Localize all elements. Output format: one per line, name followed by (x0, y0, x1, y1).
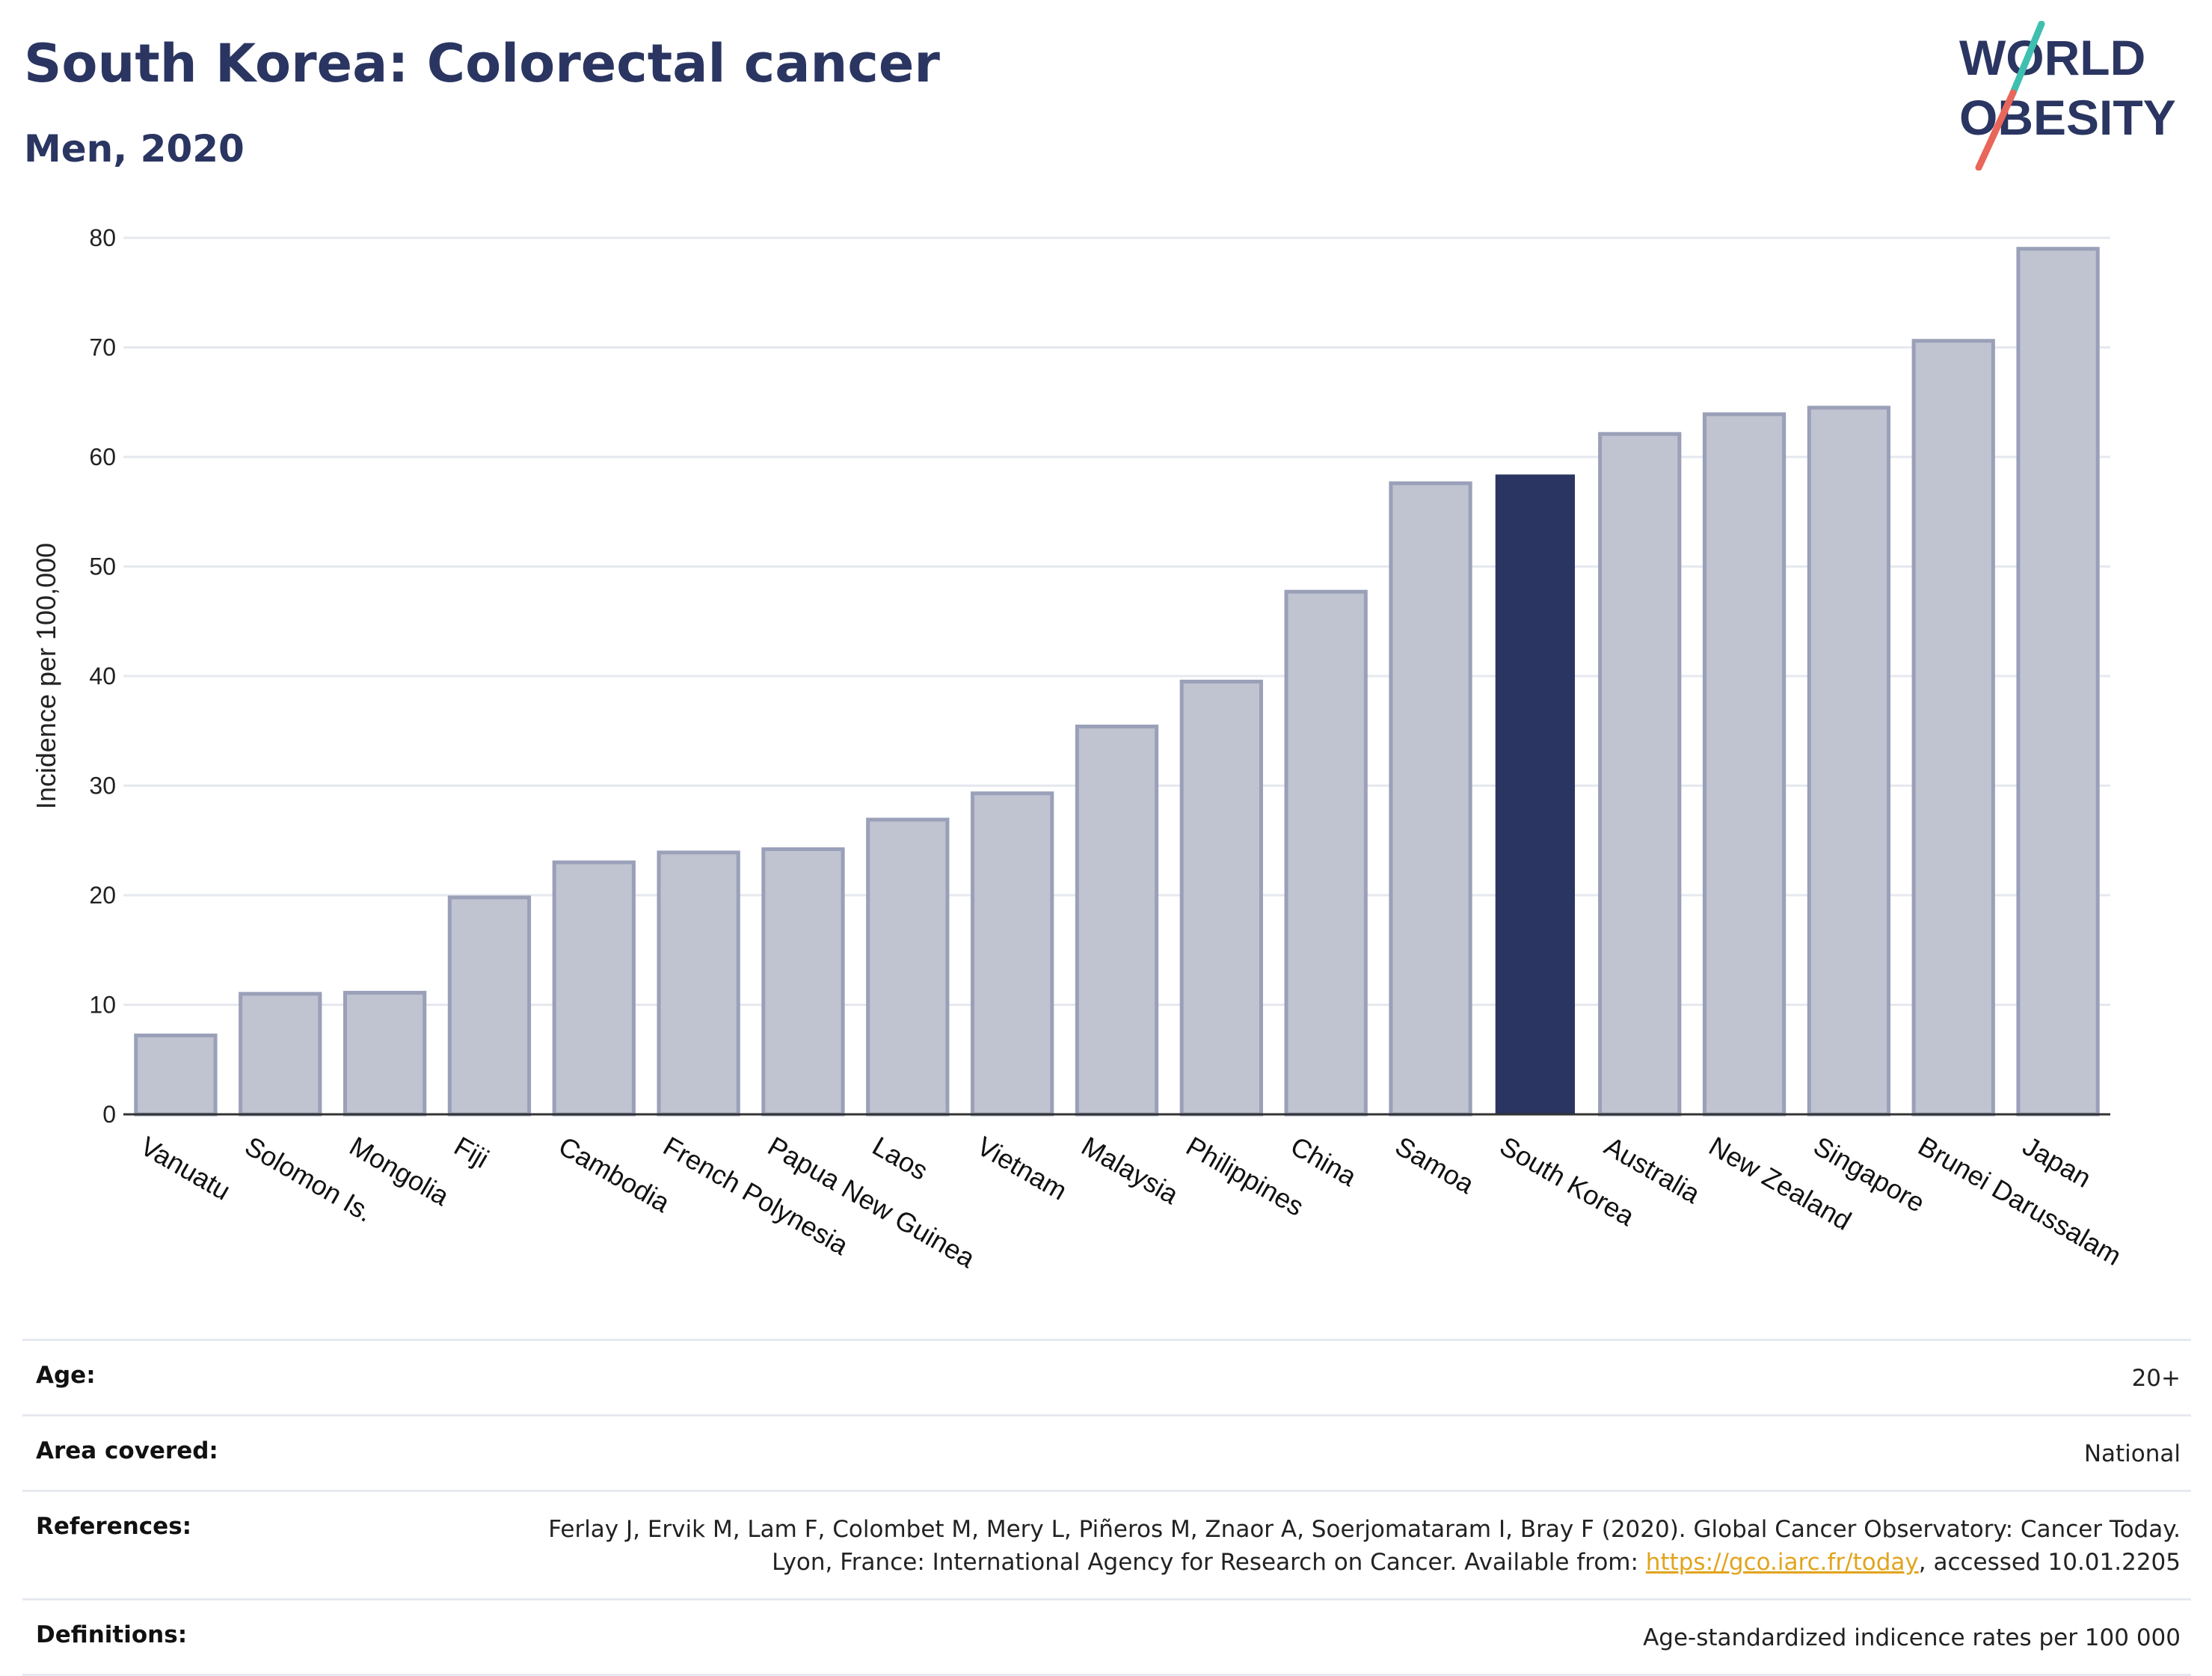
bar-french-polynesia (657, 850, 740, 1117)
bar-vietnam (971, 791, 1054, 1117)
bar-mongolia (342, 990, 427, 1117)
area-label: Area covered: (36, 1437, 218, 1464)
x-tick-label: French Polynesia (658, 1130, 854, 1261)
bar-china (1284, 589, 1368, 1117)
bar-vanuatu (134, 1034, 218, 1117)
chart-subtitle: Men, 2020 (24, 127, 245, 171)
bar-australia (1598, 432, 1682, 1117)
logo-red-slash (1975, 89, 2017, 171)
chart-title: South Korea: Colorectal cancer (24, 33, 940, 94)
bar-chart: 0 10 20 30 40 50 60 70 80 Incidence per 100,000 Va… (31, 224, 2127, 1274)
x-tick-label: Fiji (449, 1130, 494, 1173)
x-tick-label: Laos (867, 1130, 933, 1186)
world-obesity-logo: WORLD OBESITY (1959, 21, 2176, 171)
bar-south-korea (1495, 474, 1576, 1114)
y-tick-label: 70 (89, 334, 116, 361)
info-row-age: Age: 20+ (22, 1339, 2191, 1414)
references-link[interactable]: https://gco.iarc.fr/today (1645, 1549, 1919, 1576)
x-tick-label: Vanuatu (135, 1130, 236, 1206)
info-row-definitions: Definitions: Age-standardized indicence … (22, 1598, 2191, 1676)
y-tick-label: 50 (89, 553, 116, 580)
references-text-end: , accessed 10.01.2205 (1918, 1549, 2181, 1576)
bar-cambodia (552, 860, 636, 1117)
bar-samoa (1389, 481, 1472, 1117)
logo-line-1: WORLD (1959, 30, 2145, 85)
x-tick-label: Samoa (1390, 1130, 1480, 1200)
bar-philippines (1179, 679, 1263, 1117)
logo-teal-slash (2009, 21, 2045, 96)
x-tick-label: Philippines (1181, 1130, 1309, 1222)
y-tick-label: 20 (89, 882, 116, 909)
bar-fiji (447, 895, 532, 1117)
bar-papua-new-guinea (761, 847, 845, 1117)
info-row-references: References: Ferlay J, Ervik M, Lam F, Co… (22, 1490, 2191, 1598)
y-tick-label: 30 (89, 773, 116, 799)
bar-singapore (1807, 405, 1891, 1117)
definitions-label: Definitions: (36, 1621, 188, 1648)
x-tick-label: Vietnam (972, 1130, 1072, 1206)
y-tick-label: 40 (89, 663, 116, 690)
y-axis-label: Incidence per 100,000 (31, 543, 61, 809)
bar-solomon-is (239, 992, 322, 1117)
area-value: National (2083, 1440, 2181, 1467)
y-tick-label: 10 (89, 992, 116, 1019)
x-tick-label: Malaysia (1077, 1130, 1185, 1210)
x-tick-label: Japan (2018, 1130, 2096, 1194)
info-row-area: Area covered: National (22, 1414, 2191, 1490)
y-tick-label: 60 (89, 443, 116, 470)
bar-new-zealand (1702, 412, 1787, 1117)
age-value: 20+ (2131, 1365, 2181, 1392)
definitions-value: Age-standardized indicence rates per 100… (1643, 1624, 2181, 1651)
references-text: Ferlay J, Ervik M, Lam F, Colombet M, Me… (548, 1516, 2181, 1576)
references-label: References: (36, 1513, 192, 1540)
y-tick-label: 0 (102, 1101, 116, 1128)
age-label: Age: (36, 1362, 96, 1389)
bar-japan (2016, 247, 2100, 1117)
x-tick-label: Brunei Darussalam (1913, 1130, 2127, 1271)
bar-laos (866, 817, 950, 1117)
bar-malaysia (1075, 724, 1159, 1117)
references-value: Ferlay J, Ervik M, Lam F, Colombet M, Me… (535, 1513, 2181, 1579)
x-tick-label: Cambodia (553, 1130, 675, 1218)
x-tick-label: China (1285, 1130, 1362, 1192)
y-tick-label: 80 (89, 224, 116, 251)
info-table: Age: 20+ Area covered: National Referenc… (22, 1339, 2191, 1676)
bar-brunei-darussalam (1911, 339, 1995, 1117)
